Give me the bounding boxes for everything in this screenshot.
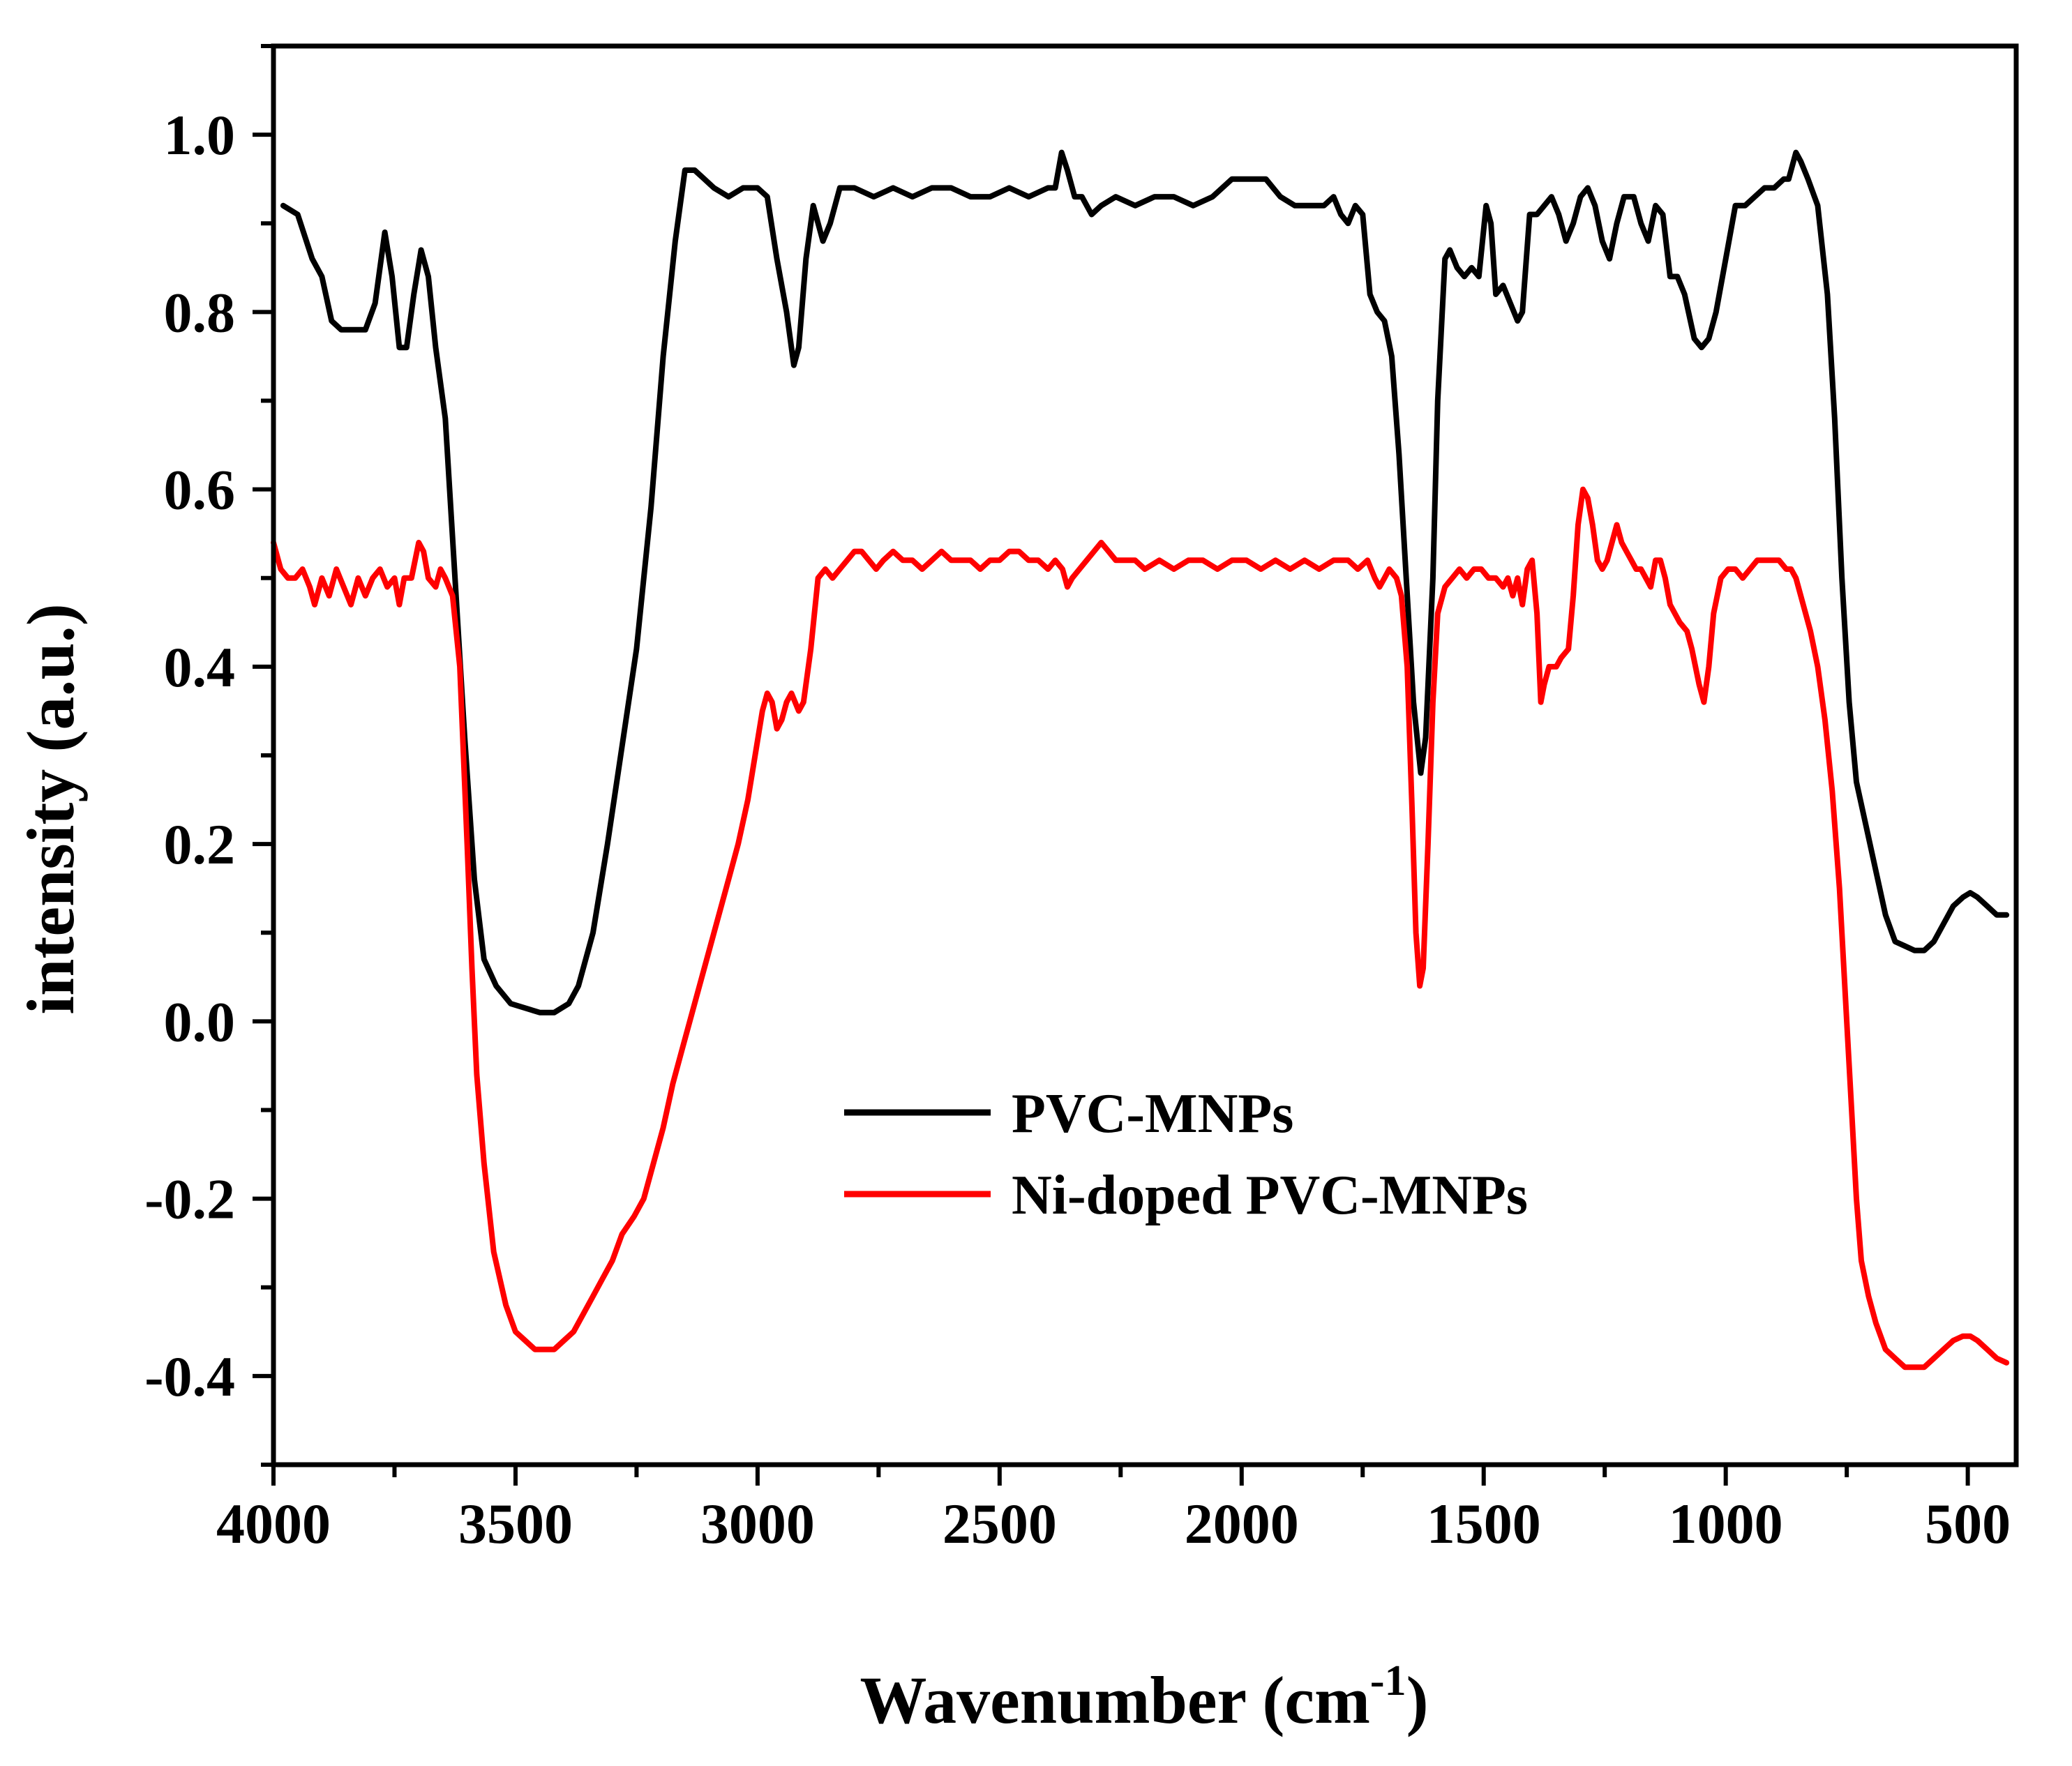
- y-tick-label: -0.4: [144, 1345, 235, 1408]
- y-tick-label: 1.0: [164, 103, 236, 167]
- x-axis-title-superscript: -1: [1370, 1657, 1406, 1705]
- legend: PVC-MNPs Ni-doped PVC-MNPs: [844, 1083, 1528, 1226]
- x-axis-title-main: Wavenumber (cm: [859, 1663, 1369, 1737]
- y-tick-label: 0.0: [164, 990, 236, 1053]
- series-line-pvc-mnps: [280, 149, 2010, 1016]
- legend-label-pvc-mnps: PVC-MNPs: [1012, 1083, 1293, 1145]
- series-lines: [271, 149, 2010, 1371]
- x-axis-title-close: ): [1406, 1663, 1429, 1737]
- y-tick-label: -0.2: [144, 1168, 235, 1231]
- x-tick-label: 2500: [943, 1492, 1057, 1555]
- y-tick-label: 0.6: [164, 458, 236, 522]
- x-axis-title: Wavenumber (cm-1): [859, 1657, 1428, 1737]
- x-tick-label: 3000: [700, 1492, 815, 1555]
- x-tick-label: 500: [1925, 1492, 2011, 1555]
- x-tick-label: 2000: [1185, 1492, 1299, 1555]
- plot-frame: [271, 43, 2019, 1467]
- series-line-ni-doped-pvc-mnps: [271, 486, 2010, 1371]
- y-tick-label: 0.2: [164, 813, 236, 876]
- y-tick-label: 0.8: [164, 280, 236, 344]
- y-tick-label: 0.4: [164, 635, 236, 699]
- x-tick-label: 1000: [1669, 1492, 1783, 1555]
- x-tick-label: 4000: [216, 1492, 331, 1555]
- y-axis-title: intensity (a.u.): [13, 603, 88, 1014]
- axis-tick-labels: 4000 3500 3000 2500 2000 1500 1000 500 -0.4 -0.2 0…: [144, 103, 2011, 1555]
- x-tick-label: 1500: [1427, 1492, 1541, 1555]
- x-tick-label: 3500: [458, 1492, 573, 1555]
- legend-label-ni-doped-pvc-mnps: Ni-doped PVC-MNPs: [1012, 1165, 1528, 1226]
